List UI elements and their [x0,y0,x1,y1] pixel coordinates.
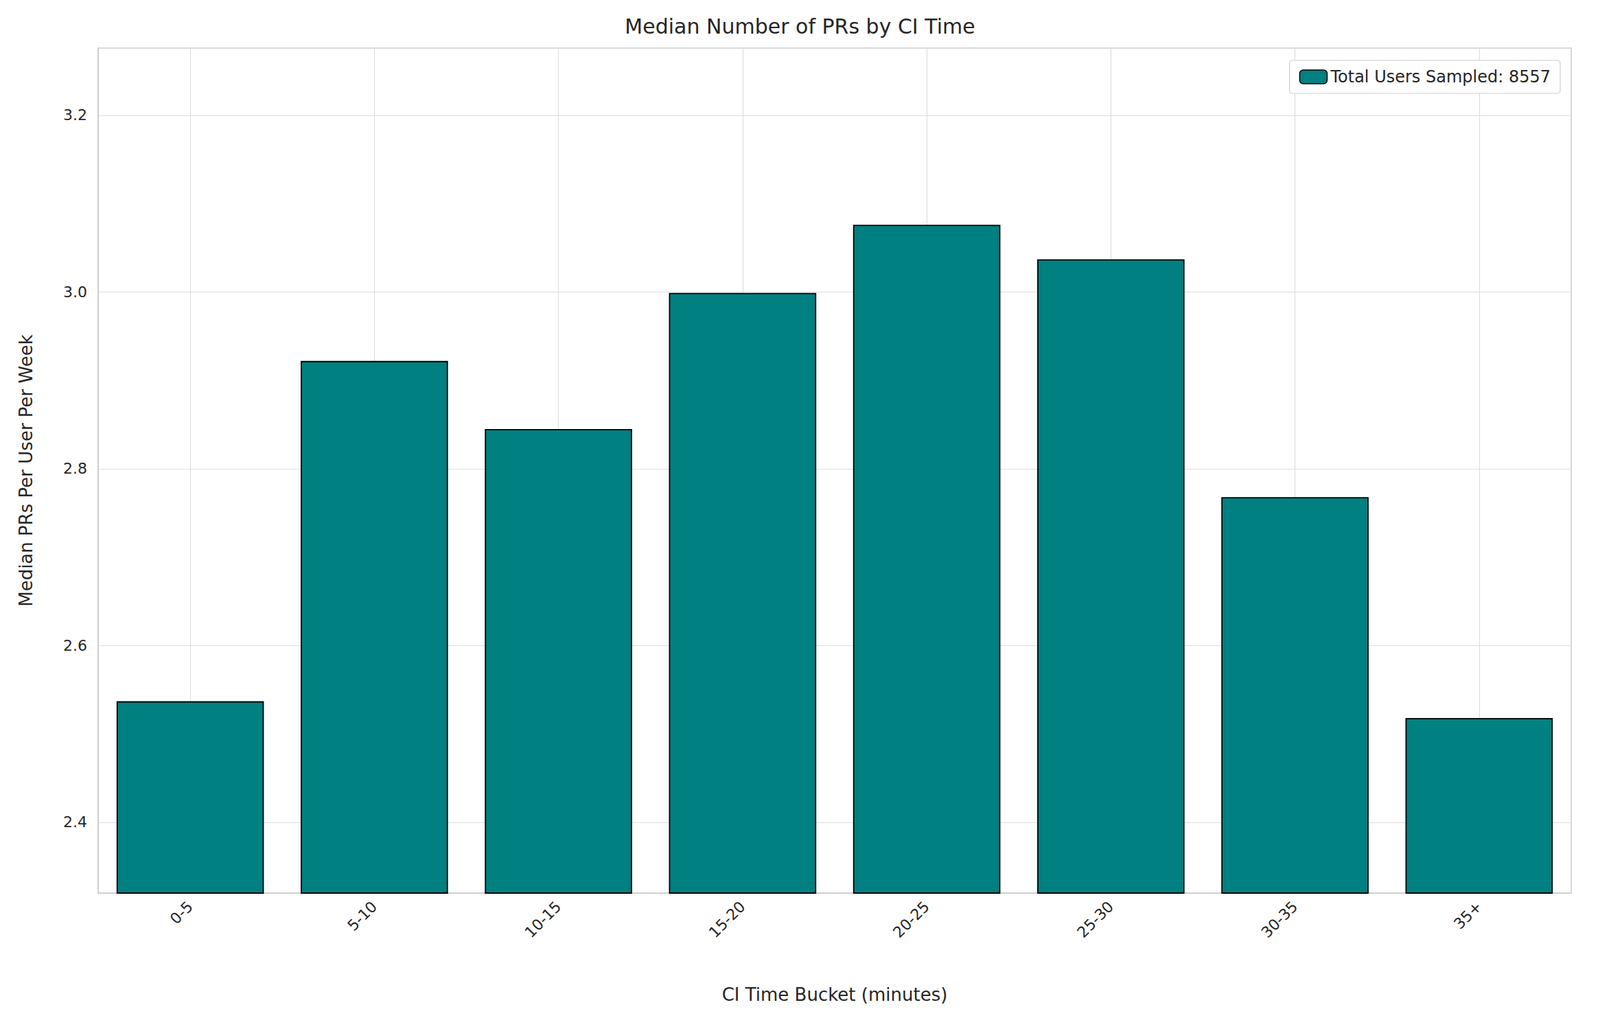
svg-text:15-20: 15-20 [705,897,749,942]
svg-text:2.6: 2.6 [63,636,88,655]
svg-text:0-5: 0-5 [166,897,197,928]
svg-text:Total Users Sampled: 8557: Total Users Sampled: 8557 [1329,67,1551,87]
svg-text:3.2: 3.2 [63,106,88,124]
svg-text:CI Time Bucket (minutes): CI Time Bucket (minutes) [722,984,948,1005]
svg-text:Median Number of PRs by CI Tim: Median Number of PRs by CI Time [624,14,975,39]
svg-text:3.0: 3.0 [63,283,88,301]
svg-text:10-15: 10-15 [521,897,565,942]
svg-text:20-25: 20-25 [889,897,933,942]
svg-text:25-30: 25-30 [1073,897,1117,942]
svg-text:5-10: 5-10 [343,897,381,935]
svg-text:2.4: 2.4 [63,813,88,831]
svg-text:35+: 35+ [1450,897,1485,933]
svg-text:Median PRs Per User Per Week: Median PRs Per User Per Week [15,334,37,607]
svg-text:30-35: 30-35 [1258,897,1302,942]
svg-text:2.8: 2.8 [63,459,88,478]
